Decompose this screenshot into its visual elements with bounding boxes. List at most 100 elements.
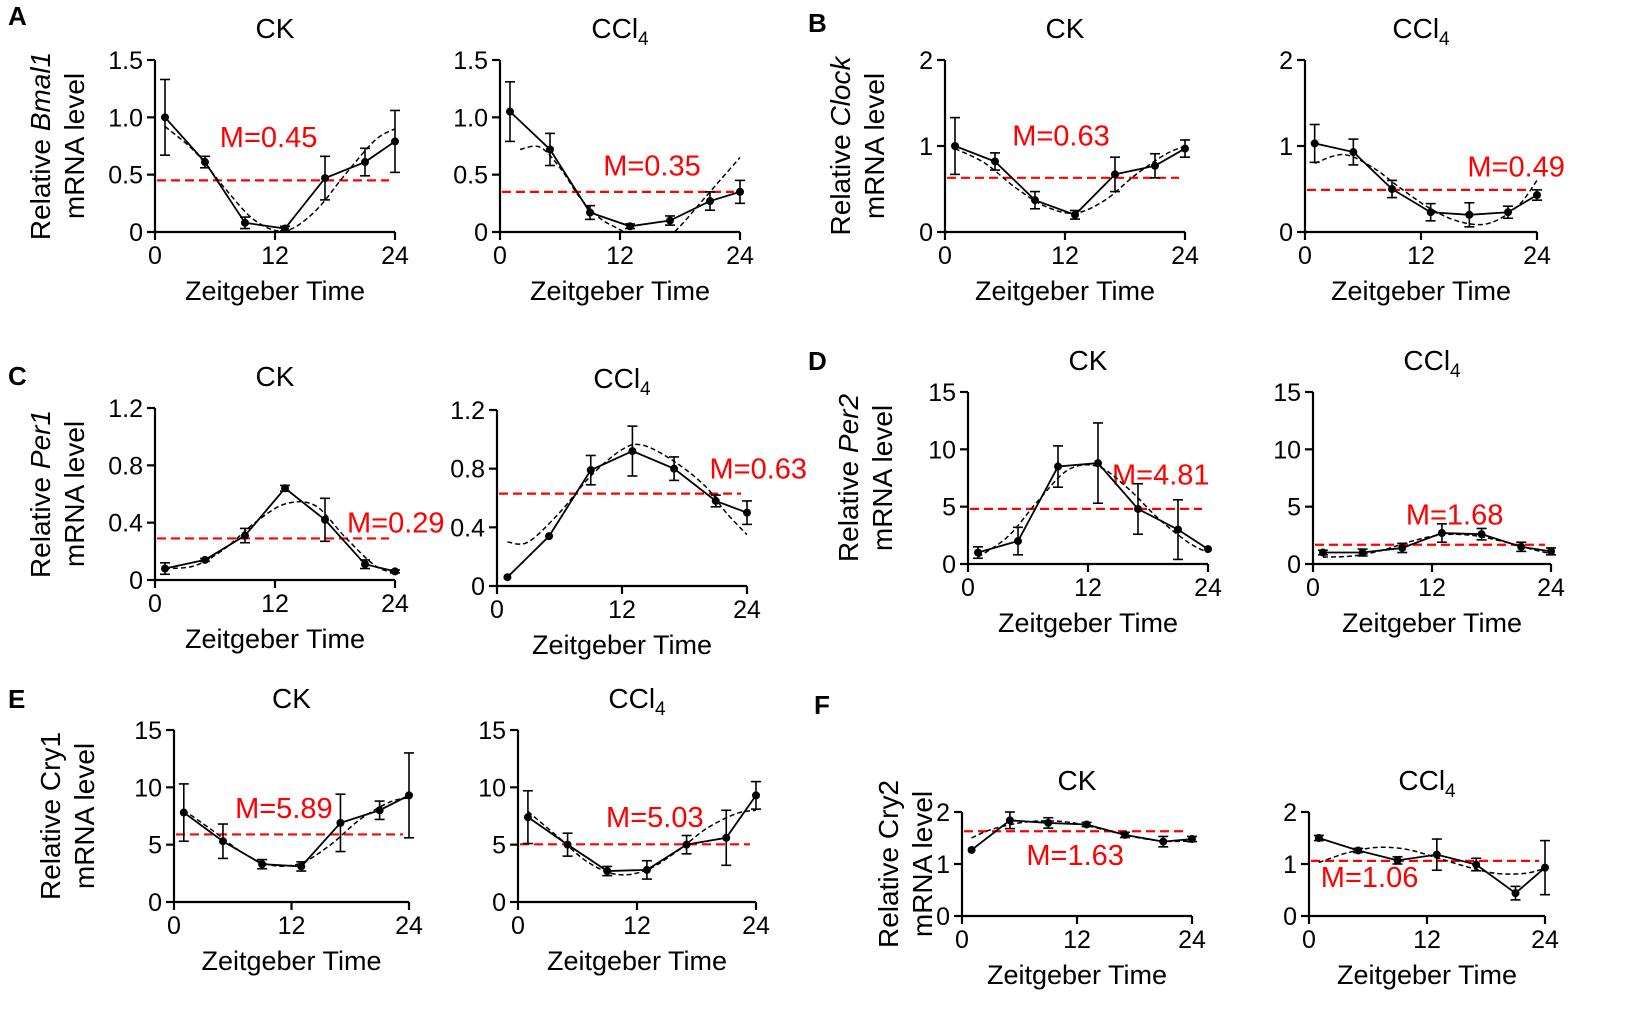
chart-title: CK <box>256 361 295 392</box>
mesor-label: M=0.63 <box>710 454 808 486</box>
gene-name: Cry1 <box>35 732 66 791</box>
mesor-label: M=5.89 <box>235 793 333 825</box>
data-point <box>523 813 532 822</box>
data-point <box>706 197 714 206</box>
data-point <box>1472 860 1481 869</box>
chart-title: CCl4 <box>608 683 666 720</box>
chart-title-subscript: 4 <box>1445 781 1456 802</box>
y-tick-label: 1.2 <box>108 395 143 423</box>
fit-curve <box>183 796 410 867</box>
data-point <box>628 447 637 456</box>
mesor-label: M=5.03 <box>606 802 704 834</box>
data-point <box>1174 525 1182 534</box>
x-tick-label: 12 <box>1063 926 1091 954</box>
chart-panel-5: 0 0.4 0.8 1.2 0 12 24 Zeitgeber Time CK C Relative… <box>8 361 445 654</box>
fit-curve <box>954 145 1186 214</box>
data-point <box>179 808 188 817</box>
y-axis-label-line2: mRNA level <box>859 73 890 219</box>
y-tick-label: 10 <box>928 436 956 464</box>
panel-letter: E <box>8 684 25 714</box>
x-tick-label: 24 <box>726 242 754 270</box>
x-axis-label: Zeitgeber Time <box>201 946 381 976</box>
data-point <box>603 867 612 876</box>
data-point <box>1120 830 1129 839</box>
data-point <box>1031 196 1039 205</box>
x-tick-label: 24 <box>1178 926 1206 954</box>
y-tick-label: 2 <box>1279 47 1293 75</box>
x-tick-label: 24 <box>1194 574 1222 602</box>
chart-panel-2: 0 0.5 1.0 1.5 0 12 24 Zeitgeber Time CCl4 M=0.35 <box>453 13 754 306</box>
mesor-label: M=0.49 <box>1467 152 1565 184</box>
chart-title: CK <box>1046 13 1085 44</box>
data-point <box>1204 545 1212 554</box>
data-point <box>1082 820 1091 829</box>
data-point <box>1151 161 1159 170</box>
x-tick-label: 24 <box>1523 242 1551 270</box>
y-tick-label: 0.5 <box>453 162 488 190</box>
mesor-label: M=1.68 <box>1406 500 1504 532</box>
fit-curve <box>164 500 396 574</box>
data-point <box>201 555 209 564</box>
data-point <box>161 113 169 122</box>
data-point <box>297 862 306 871</box>
chart-title: CK <box>272 683 311 714</box>
x-tick-label: 24 <box>1171 242 1199 270</box>
y-tick-label: 0 <box>1287 551 1301 579</box>
data-point <box>361 158 369 167</box>
x-tick-label: 12 <box>1418 574 1446 602</box>
x-tick-label: 24 <box>381 242 409 270</box>
gene-name: Clock <box>825 55 856 127</box>
chart-panel-8: 0 5 10 15 0 12 24 Zeitgeber Time CCl4 M=1.68 <box>1273 345 1565 638</box>
panel-letter: A <box>8 1 27 31</box>
y-tick-label: 1 <box>936 851 950 879</box>
x-tick-label: 0 <box>1298 242 1312 270</box>
chart-title: CK <box>1069 345 1108 376</box>
y-axis-label: Relative Cry1 mRNA level <box>35 732 100 900</box>
y-axis-label-line2: mRNA level <box>867 405 898 551</box>
data-point <box>642 865 651 874</box>
gene-name: Per2 <box>833 394 864 454</box>
y-tick-label: 10 <box>478 774 506 802</box>
data-point <box>1349 148 1358 157</box>
data-point <box>1094 459 1102 468</box>
mesor-label: M=4.81 <box>1112 460 1210 492</box>
chart-title: CCl4 <box>591 13 649 50</box>
data-point <box>1477 530 1486 539</box>
data-point <box>1354 846 1363 855</box>
chart-title: CK <box>256 13 295 44</box>
fit-curve <box>519 145 741 232</box>
chart-panel-1: 0 0.5 1.0 1.5 0 12 24 Zeitgeber Time CK A Relative… <box>8 1 409 306</box>
panel-letter: B <box>808 8 827 38</box>
data-point <box>1181 144 1189 153</box>
data-point <box>563 840 572 849</box>
data-point <box>586 466 595 475</box>
y-axis-label: Relative Per2 mRNA level <box>833 394 898 563</box>
data-point <box>752 791 760 800</box>
data-point <box>336 818 345 827</box>
data-point <box>281 484 289 493</box>
y-tick-label: 0 <box>471 573 485 601</box>
data-point <box>1310 139 1319 148</box>
y-axis-label-line2: mRNA level <box>59 73 90 219</box>
y-axis-label-line1: Relative Bmal1 <box>25 52 56 240</box>
x-tick-label: 12 <box>261 590 289 618</box>
data-point <box>506 107 514 116</box>
x-tick-label: 12 <box>623 912 651 940</box>
x-tick-label: 24 <box>395 912 423 940</box>
x-axis-label: Zeitgeber Time <box>998 608 1178 638</box>
data-point <box>1188 835 1196 844</box>
data-point <box>711 496 720 505</box>
data-point <box>281 224 289 233</box>
chart-title-subscript: 4 <box>655 699 666 720</box>
data-point <box>1398 543 1407 552</box>
x-axis-label: Zeitgeber Time <box>1331 276 1511 306</box>
x-tick-label: 0 <box>1306 574 1320 602</box>
data-point <box>1437 529 1446 538</box>
y-tick-label: 1.2 <box>450 397 485 425</box>
data-point <box>991 157 999 166</box>
y-tick-label: 0 <box>129 219 143 247</box>
